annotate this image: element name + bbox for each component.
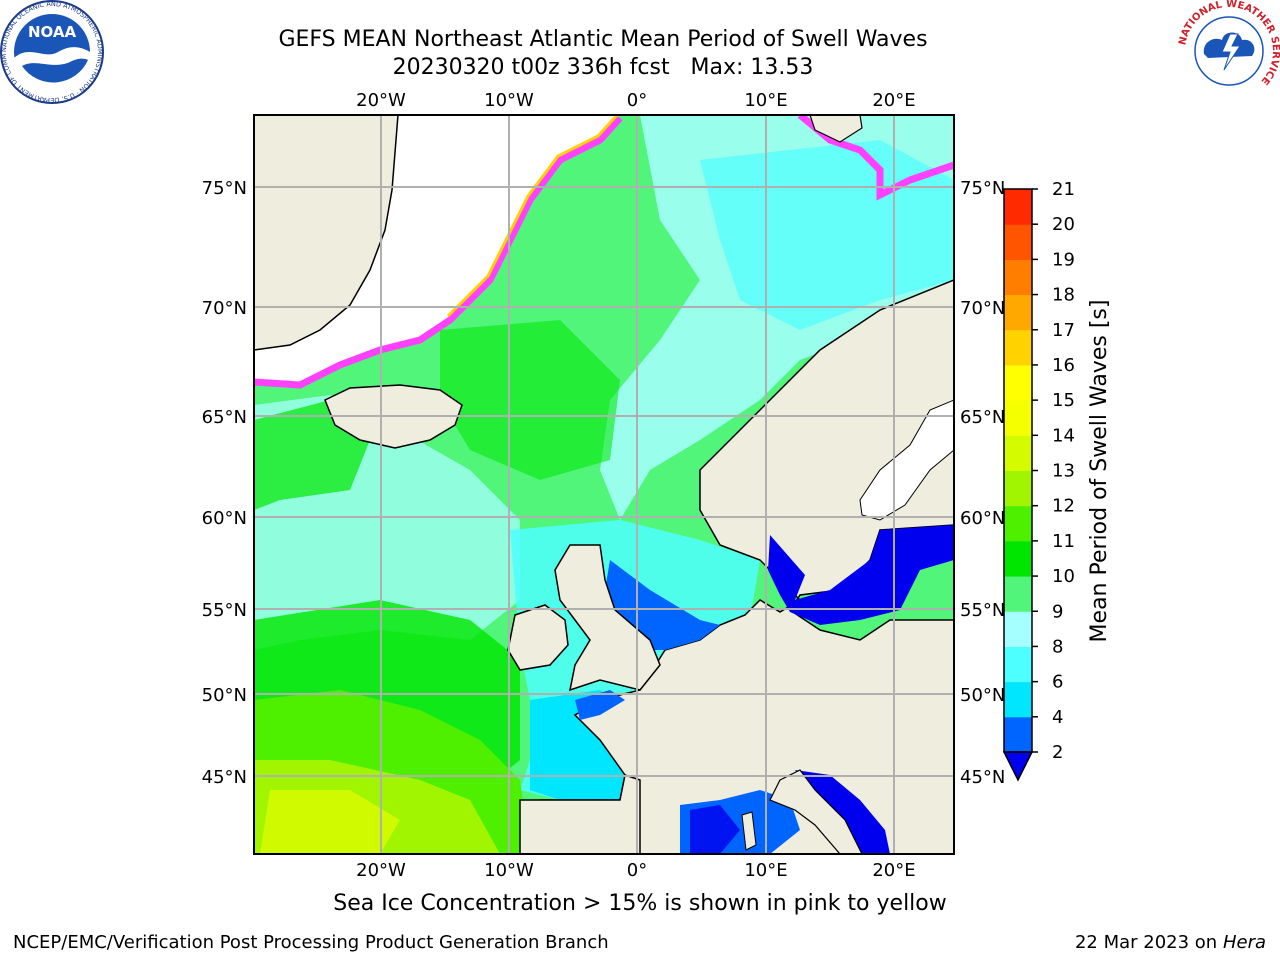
colorbar-segment bbox=[1004, 681, 1032, 718]
map-area bbox=[254, 115, 954, 854]
colorbar-segment bbox=[1004, 716, 1032, 753]
map-subtitle: 20230320 t00z 336h fcst Max: 13.53 bbox=[392, 55, 814, 80]
lat-label-left: 70°N bbox=[202, 298, 247, 319]
colorbar-label: Mean Period of Swell Waves [s] bbox=[1087, 300, 1112, 643]
colorbar-segment bbox=[1004, 259, 1032, 296]
lat-label-right: 50°N bbox=[960, 685, 1005, 706]
baltic-sea bbox=[768, 525, 954, 625]
colorbar-tick-label: 21 bbox=[1052, 179, 1075, 200]
lat-label-left: 55°N bbox=[202, 600, 247, 621]
swell-zone-green-2 bbox=[440, 320, 620, 480]
sea-ice-edge-yellow bbox=[446, 115, 620, 318]
colorbar-segment bbox=[1004, 611, 1032, 647]
lon-labels: 20°W 10°W 0° 10°E 20°E 20°W 10°W 0° 10°E… bbox=[356, 90, 915, 881]
lon-label-bottom: 10°W bbox=[484, 860, 534, 881]
lat-label-left: 45°N bbox=[202, 767, 247, 788]
lon-label-top: 10°W bbox=[484, 90, 534, 111]
colorbar-tick-label: 11 bbox=[1052, 531, 1075, 552]
lat-label-right: 70°N bbox=[960, 298, 1005, 319]
lat-labels: 75°N 70°N 65°N 60°N 55°N 50°N 45°N 75°N … bbox=[202, 178, 1006, 788]
colorbar-segment bbox=[1004, 505, 1032, 542]
lon-label-bottom: 20°E bbox=[872, 860, 915, 881]
adriatic-sea bbox=[795, 770, 890, 854]
lon-label-top: 20°W bbox=[356, 90, 406, 111]
colorbar-tick-label: 19 bbox=[1052, 249, 1075, 270]
colorbar-segment bbox=[1004, 329, 1032, 366]
italy-land bbox=[769, 769, 863, 854]
lon-label-bottom: 20°W bbox=[356, 860, 406, 881]
colorbar-segment bbox=[1004, 540, 1032, 577]
machine-name: Hera bbox=[1222, 932, 1266, 953]
colorbar-segment bbox=[1004, 435, 1032, 471]
colorbar-tick-label: 18 bbox=[1052, 285, 1075, 306]
colorbar-segment bbox=[1004, 400, 1032, 436]
lat-label-right: 55°N bbox=[960, 600, 1005, 621]
gulf-of-bothnia bbox=[859, 399, 954, 521]
credit-text: NCEP/EMC/Verification Post Processing Pr… bbox=[13, 932, 609, 953]
colorbar-segment bbox=[1004, 646, 1032, 683]
lon-label-top: 20°E bbox=[872, 90, 915, 111]
colorbar-segment bbox=[1004, 189, 1032, 225]
colorbar-tick-label: 10 bbox=[1052, 566, 1075, 587]
lat-label-left: 50°N bbox=[202, 685, 247, 706]
svalbard-land bbox=[809, 115, 863, 143]
mediterranean-deep bbox=[690, 805, 740, 854]
map-frame bbox=[253, 114, 955, 855]
colorbar-segment bbox=[1004, 364, 1032, 401]
nws-logo: NATIONAL WEATHER SERVICE bbox=[1178, 0, 1280, 101]
swell-zone-yellow bbox=[260, 790, 400, 854]
lat-label-left: 75°N bbox=[202, 178, 247, 199]
lat-label-right: 65°N bbox=[960, 407, 1005, 428]
colorbar-tick-label: 6 bbox=[1052, 672, 1063, 693]
colorbar: 2 4 6 8 9 10 11 12 13 14 15 16 17 18 19 20 21 bbox=[1002, 179, 1075, 782]
sea-ice-edge-greenland bbox=[254, 115, 623, 389]
lat-label-left: 65°N bbox=[202, 407, 247, 428]
colorbar-tick-label: 20 bbox=[1052, 214, 1075, 235]
colorbar-tick-label: 17 bbox=[1052, 320, 1075, 341]
lon-label-bottom: 0° bbox=[627, 860, 647, 881]
colorbar-tick-label: 15 bbox=[1052, 390, 1075, 411]
noaa-logo: NATIONAL OCEANIC AND ATMOSPHERIC ADMINIS… bbox=[0, 0, 104, 104]
colorbar-tick-label: 13 bbox=[1052, 461, 1075, 482]
iberia-land bbox=[519, 774, 641, 854]
lon-label-top: 0° bbox=[627, 90, 647, 111]
colorbar-tick-label: 12 bbox=[1052, 496, 1075, 517]
lon-label-top: 10°E bbox=[744, 90, 787, 111]
colorbar-segment bbox=[1004, 224, 1032, 260]
colorbar-under-arrow bbox=[1002, 751, 1034, 782]
lat-label-right: 60°N bbox=[960, 508, 1005, 529]
date-value: 22 Mar 2023 on bbox=[1074, 932, 1218, 953]
sea-ice-note: Sea Ice Concentration > 15% is shown in … bbox=[333, 891, 947, 916]
colorbar-segment bbox=[1004, 576, 1032, 612]
map-title: GEFS MEAN Northeast Atlantic Mean Period… bbox=[278, 27, 928, 52]
english-channel-west bbox=[575, 690, 625, 720]
colorbar-tick-label: 9 bbox=[1052, 601, 1063, 622]
great-britain-land bbox=[554, 544, 661, 692]
corsica-sardinia bbox=[741, 811, 757, 851]
colorbar-segment bbox=[1004, 470, 1032, 507]
lat-label-right: 75°N bbox=[960, 178, 1005, 199]
graticule bbox=[254, 115, 954, 854]
sea-ice-edge-svalbard bbox=[797, 115, 954, 201]
greenland-land bbox=[254, 115, 399, 351]
colorbar-tick-label: 16 bbox=[1052, 355, 1075, 376]
lat-label-left: 60°N bbox=[202, 508, 247, 529]
noaa-logo-text: NOAA bbox=[28, 23, 77, 41]
colorbar-segment bbox=[1004, 294, 1032, 331]
colorbar-tick-label: 8 bbox=[1052, 636, 1063, 657]
lat-label-right: 45°N bbox=[960, 767, 1005, 788]
date-text: 22 Mar 2023 on Hera bbox=[1075, 932, 1266, 953]
colorbar-tick-label: 2 bbox=[1052, 742, 1063, 763]
lon-label-bottom: 10°E bbox=[744, 860, 787, 881]
colorbar-tick-label: 4 bbox=[1052, 707, 1063, 728]
colorbar-tick-label: 14 bbox=[1052, 425, 1075, 446]
